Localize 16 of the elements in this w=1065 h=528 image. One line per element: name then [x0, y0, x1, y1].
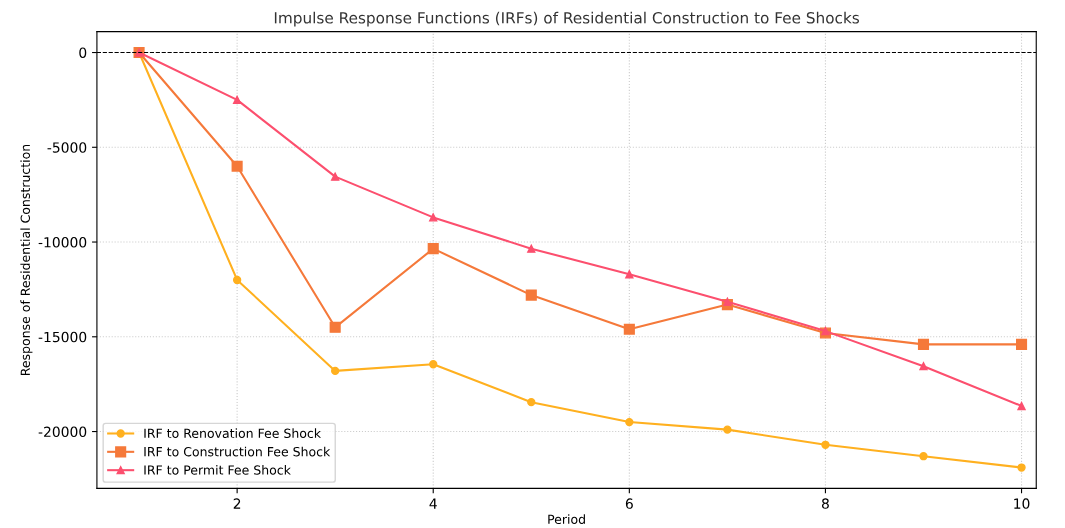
y-tick-label: -10000 [38, 237, 87, 248]
x-tick-label: 4 [429, 498, 437, 509]
y-tick-label: 0 [79, 47, 87, 58]
x-tick-label: 8 [821, 498, 829, 509]
x-tick-label: 10 [1014, 498, 1030, 509]
y-tick-label: -5000 [47, 142, 87, 153]
x-tick-label: 2 [233, 498, 241, 509]
x-tick-label: 6 [625, 498, 633, 509]
y-axis-title: Response of Residential Construction [20, 144, 33, 376]
legend-label: IRF to Permit Fee Shock [144, 465, 291, 475]
legend-label: IRF to Construction Fee Shock [144, 446, 331, 457]
y-tick-label: -15000 [38, 331, 87, 343]
y-tick-label: -20000 [38, 426, 87, 438]
x-axis-title: Period [548, 514, 585, 525]
legend-label: IRF to Renovation Fee Shock [144, 428, 322, 439]
chart-title: Impulse Response Functions (IRFs) of Residential Construction to Fee Shocks [274, 11, 860, 27]
